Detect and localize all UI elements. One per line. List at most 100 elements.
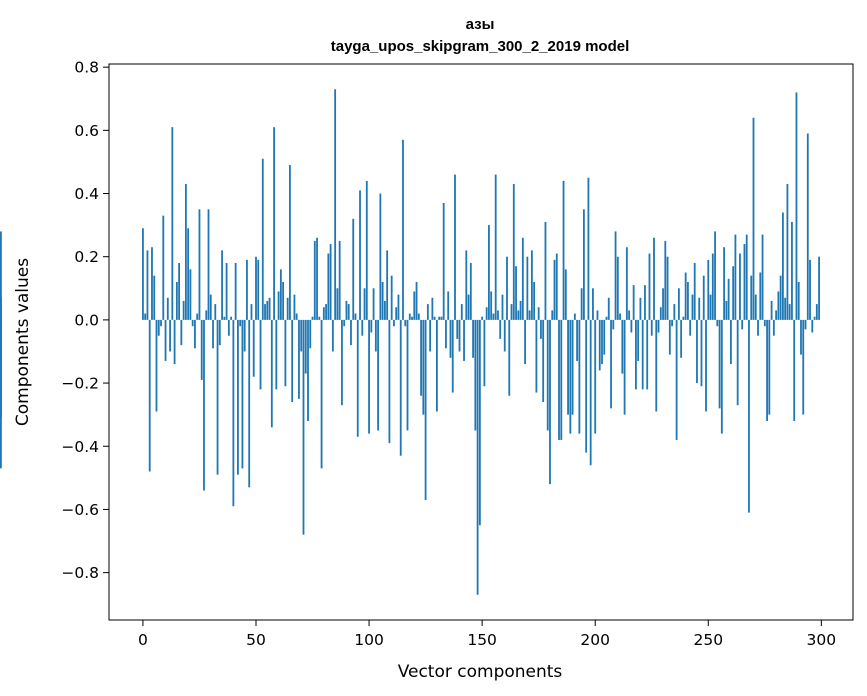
bar-176 [540,319,542,339]
bar-11 [166,297,169,320]
bar-158 [499,319,502,339]
bar-74 [309,319,312,349]
bar-153 [488,225,490,320]
bar-138 [454,174,456,320]
bar-8 [160,319,162,327]
bar-130 [436,319,438,412]
chart-title: азы [466,16,495,33]
bar-165 [515,266,517,320]
bar-134 [445,319,447,349]
bar-154 [490,291,493,320]
bar-163 [510,304,513,320]
bar-213 [623,319,626,415]
bar-239 [682,316,685,320]
bar-149 [478,319,481,526]
bar-289 [795,92,798,320]
bar-221 [641,319,644,390]
bar-141 [460,304,463,320]
bar-148 [476,319,479,595]
bar-234 [671,319,673,327]
bar-77 [316,237,318,320]
bar-89 [343,319,346,327]
bar-94 [354,313,357,320]
bar-125 [424,319,427,500]
bar-undefined [0,319,2,418]
bar-206 [607,297,610,320]
bar-285 [786,184,789,320]
bar-151 [483,319,486,387]
bar-37 [225,263,228,320]
bar-36 [223,316,226,320]
bar-179 [546,319,549,431]
bar-269 [750,275,753,320]
bar-96 [359,190,361,320]
plot-frame [108,63,854,621]
bar-190 [571,319,574,415]
bar-157 [497,310,499,320]
bar-82 [327,253,330,320]
bar-217 [632,285,635,320]
y-tick-label: 0.8 [74,59,99,77]
bar-116 [404,319,407,327]
bar-284 [784,297,787,320]
bar-183 [555,253,558,320]
bar-42 [237,319,239,475]
bar-120 [413,291,416,320]
bar-174 [535,319,538,393]
bar-203 [601,319,603,365]
bar-1 [144,313,147,320]
bar-196 [585,319,588,453]
bar-137 [451,319,454,393]
bar-199 [592,288,594,320]
bar-34 [218,319,221,346]
bar-49 [252,319,255,377]
bar-91 [347,304,350,320]
bar-144 [467,294,470,320]
bar-168 [521,237,524,320]
bar-98 [363,288,366,320]
bar-71 [302,319,305,535]
bar-175 [537,307,540,320]
y-tick-label: 0.4 [74,185,99,203]
bar-194 [580,288,583,320]
bar-275 [763,319,766,327]
bar-250 [707,259,710,320]
bar-177 [542,319,545,403]
bar-161 [506,256,508,320]
y-tick-label: 0.6 [74,122,99,140]
bar-146 [472,319,474,358]
bar-198 [589,319,592,466]
bar-27 [203,319,205,491]
bar-95 [356,319,359,437]
bar-135 [447,291,450,320]
bar-257 [723,247,726,320]
bar-43 [239,319,242,327]
bar-122 [417,313,420,320]
bar-231 [664,240,667,320]
bar-58 [273,127,275,320]
bar-160 [503,319,506,352]
bar-117 [406,319,409,431]
bar-262 [734,234,737,320]
bar-197 [587,177,590,320]
bar-45 [243,319,246,352]
bar-102 [372,288,375,320]
bar-14 [173,319,176,365]
bar-219 [637,319,640,361]
bar-242 [689,319,692,336]
bar-93 [352,218,355,320]
bar-136 [449,319,452,358]
bar-123 [420,319,422,396]
bar-106 [381,281,384,320]
bar-273 [759,272,762,320]
bar-56 [268,297,271,320]
bar-28 [205,310,208,320]
bar-13 [171,127,174,320]
bar-226 [653,237,655,320]
bar-291 [800,319,802,355]
bar-156 [494,174,497,320]
bar-172 [530,250,533,320]
x-tick-label: 200 [580,631,610,649]
bar-10 [164,319,167,361]
bar-29 [207,209,210,320]
